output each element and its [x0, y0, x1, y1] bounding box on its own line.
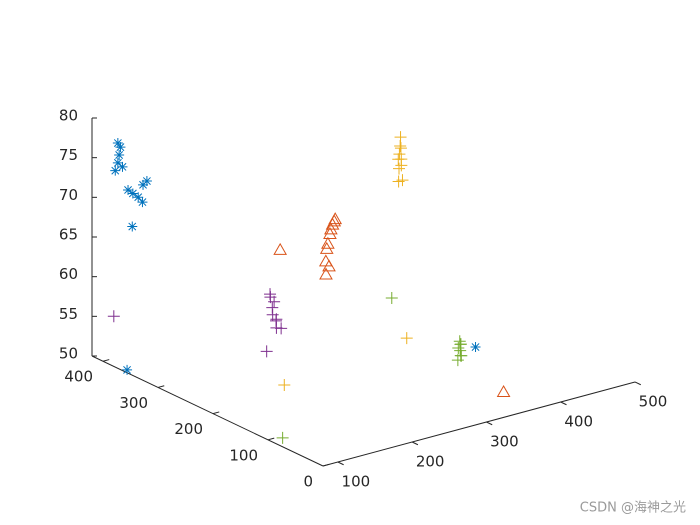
- point: [276, 431, 289, 444]
- x-tick: [634, 381, 641, 386]
- x-tick: [337, 461, 344, 466]
- x-tick-label: 100: [342, 473, 371, 491]
- y-tick: [157, 385, 165, 388]
- point: [395, 159, 408, 172]
- point: [270, 321, 283, 334]
- point: [268, 295, 281, 308]
- z-tick-label: 75: [59, 146, 78, 164]
- point: [107, 310, 120, 323]
- y-tick: [267, 437, 275, 441]
- point: [112, 157, 123, 168]
- x-tick: [560, 401, 567, 406]
- point: [138, 179, 149, 190]
- point: [122, 364, 133, 375]
- z-tick-label: 55: [59, 305, 78, 323]
- y-tick-label: 300: [119, 394, 148, 412]
- watermark: CSDN @海神之光: [580, 501, 686, 516]
- x-tick-label: 500: [639, 393, 668, 411]
- point: [260, 345, 273, 358]
- x-tick-label: 400: [564, 413, 593, 431]
- y-tick-label: 0: [303, 473, 313, 491]
- z-tick-label: 80: [59, 107, 78, 125]
- point: [394, 142, 407, 155]
- point: [455, 349, 468, 362]
- y-tick-label: 100: [229, 446, 258, 464]
- z-tick-label: 70: [59, 186, 78, 204]
- z-tick-label: 60: [59, 265, 78, 283]
- y-tick: [212, 411, 220, 415]
- point: [452, 341, 465, 354]
- point: [393, 162, 405, 175]
- point: [454, 344, 467, 357]
- point: [137, 197, 148, 208]
- point: [319, 267, 333, 280]
- y-tick-label: 400: [64, 368, 93, 386]
- point: [127, 221, 138, 232]
- point: [328, 212, 343, 225]
- x-tick: [486, 421, 493, 426]
- point: [319, 241, 334, 254]
- x-tick-label: 300: [490, 433, 519, 451]
- point: [112, 138, 123, 149]
- point: [133, 192, 144, 203]
- point: [117, 161, 128, 172]
- point: [396, 174, 409, 187]
- z-tick-label: 50: [59, 345, 78, 363]
- point: [114, 150, 125, 160]
- point: [115, 142, 126, 153]
- x-tick-label: 200: [416, 453, 445, 471]
- x-tick: [411, 441, 419, 446]
- z-tick-label: 65: [59, 226, 78, 244]
- point: [392, 153, 405, 166]
- point: [470, 342, 481, 353]
- point: [394, 131, 407, 144]
- y-tick-label: 200: [174, 420, 203, 438]
- point: [323, 227, 337, 240]
- point: [273, 242, 288, 255]
- y-tick: [322, 463, 330, 467]
- point: [127, 188, 138, 199]
- point: [318, 254, 333, 267]
- point: [123, 184, 134, 195]
- point: [321, 236, 335, 249]
- point: [400, 332, 413, 345]
- x-axis: [322, 381, 636, 467]
- y-tick: [102, 359, 110, 362]
- point: [496, 384, 511, 397]
- point: [110, 165, 121, 176]
- point: [278, 378, 291, 391]
- y-axis: [91, 355, 324, 467]
- point: [141, 176, 152, 187]
- point: [393, 148, 406, 161]
- point: [385, 291, 398, 304]
- point: [322, 259, 336, 272]
